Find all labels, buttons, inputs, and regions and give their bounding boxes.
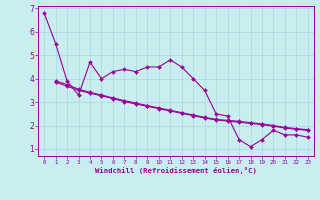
X-axis label: Windchill (Refroidissement éolien,°C): Windchill (Refroidissement éolien,°C) [95,167,257,174]
